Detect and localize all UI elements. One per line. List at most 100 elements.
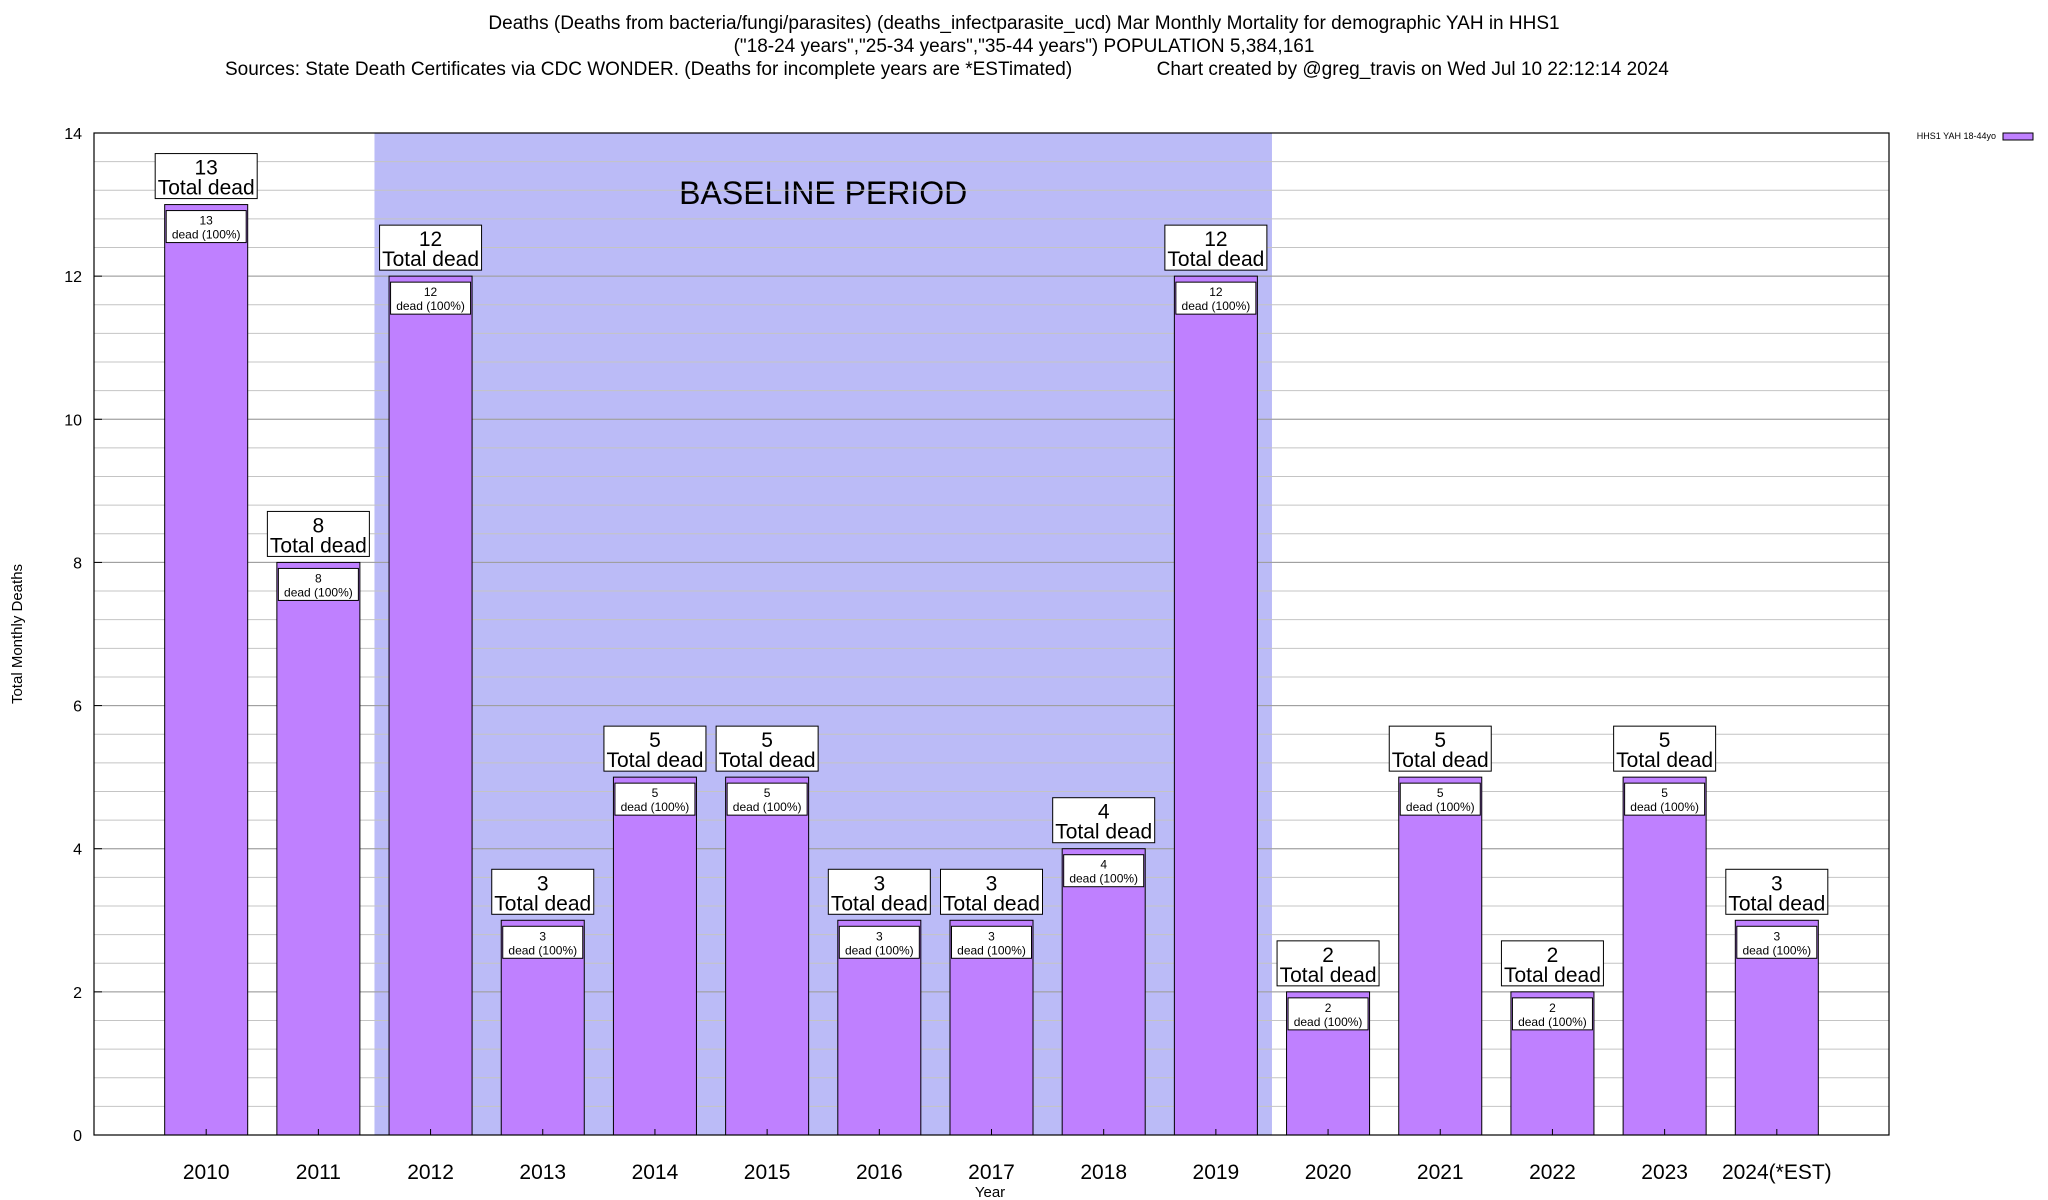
bar-total-label-box	[715, 725, 819, 772]
bar-inner-label-box	[951, 925, 1032, 959]
bar-inner-pct-label: dead (100%)	[957, 943, 1026, 957]
x-tick-label: 2014	[632, 1161, 679, 1184]
bar-total-text-label: Total dead	[382, 248, 479, 271]
bar-total-value-label: 5	[649, 729, 661, 752]
x-tick-label: 2018	[1080, 1161, 1127, 1184]
x-tick-label: 2017	[968, 1161, 1015, 1184]
bar-inner-pct-label: dead (100%)	[621, 800, 690, 814]
bar-total-label-box	[940, 868, 1043, 915]
bar-inner-value-label: 2	[1325, 1001, 1332, 1015]
bar-total-text-label: Total dead	[494, 892, 591, 915]
bar-inner-value-label: 12	[1209, 285, 1223, 299]
title-line-1: Deaths (Deaths from bacteria/fungi/paras…	[488, 13, 1560, 34]
legend-swatch	[2002, 132, 2034, 141]
x-tick-label: 2013	[519, 1161, 566, 1184]
bar	[1061, 848, 1146, 1136]
bar-inner-pct-label: dead (100%)	[1182, 299, 1251, 313]
bar-inner-pct-label: dead (100%)	[1630, 800, 1699, 814]
bar-total-value-label: 3	[873, 872, 885, 895]
bar-inner-pct-label: dead (100%)	[1742, 943, 1811, 957]
bar-inner-pct-label: dead (100%)	[1294, 1015, 1363, 1029]
bar-total-value-label: 3	[1771, 872, 1783, 895]
bar	[388, 275, 473, 1136]
bar-total-text-label: Total dead	[943, 892, 1040, 915]
bar-total-value-label: 5	[761, 729, 773, 752]
bar-inner-label-box	[502, 925, 584, 959]
bar-inner-label-box	[1287, 997, 1369, 1031]
y-tick-label: 4	[73, 842, 82, 859]
bar-inner-value-label: 13	[200, 214, 214, 228]
bar-total-value-label: 2	[1547, 944, 1559, 967]
bar-total-value-label: 13	[195, 157, 218, 180]
bar-inner-pct-label: dead (100%)	[508, 943, 577, 957]
bar-total-label-box	[1164, 224, 1268, 271]
bar-inner-value-label: 3	[1773, 929, 1780, 943]
bar-inner-pct-label: dead (100%)	[845, 943, 914, 957]
bar-total-value-label: 3	[986, 872, 998, 895]
legend-entry-label: HHS1 YAH 18-44yo	[1917, 131, 1996, 141]
bar-total-label-box	[154, 153, 258, 200]
bar-total-text-label: Total dead	[158, 177, 255, 200]
y-tick-label: 6	[73, 699, 82, 716]
x-tick-label: 2021	[1417, 1161, 1464, 1184]
y-tick-label: 8	[73, 555, 82, 572]
bar-total-label-box	[379, 224, 483, 271]
bar-total-text-label: Total dead	[1167, 248, 1264, 271]
bar-inner-label-box	[1063, 854, 1145, 888]
bar-inner-value-label: 5	[1661, 786, 1668, 800]
bar-inner-value-label: 12	[424, 285, 438, 299]
bar-total-text-label: Total dead	[606, 749, 703, 772]
bar-inner-label-box	[1511, 997, 1593, 1031]
title-line-2: ("18-24 years","25-34 years","35-44 year…	[733, 36, 1315, 57]
x-tick-label: 2024(*EST)	[1722, 1161, 1832, 1184]
bar-inner-label-box	[277, 567, 359, 601]
bar-total-value-label: 5	[1434, 729, 1446, 752]
x-tick-label: 2012	[407, 1161, 454, 1184]
bar-inner-value-label: 5	[1437, 786, 1444, 800]
bar	[1173, 275, 1258, 1136]
bar	[725, 776, 810, 1136]
bar-inner-value-label: 8	[315, 571, 322, 585]
bar-total-label-box	[1276, 940, 1380, 987]
bar-inner-label-box	[1175, 281, 1257, 315]
bar-inner-value-label: 2	[1549, 1001, 1556, 1015]
y-tick-label: 0	[73, 1128, 82, 1145]
y-tick-label: 10	[64, 412, 82, 429]
bar-total-value-label: 8	[313, 514, 325, 537]
bar-total-label-box	[1052, 797, 1156, 844]
bar-total-value-label: 12	[1204, 228, 1227, 251]
bar-inner-label-box	[1399, 782, 1481, 816]
bar-total-text-label: Total dead	[270, 534, 367, 557]
bar-total-text-label: Total dead	[719, 749, 816, 772]
bar-total-label-box	[1613, 725, 1717, 772]
baseline-period-label: BASELINE PERIOD	[679, 175, 967, 211]
bar-inner-pct-label: dead (100%)	[1069, 872, 1138, 886]
bar	[1622, 776, 1707, 1136]
bar-total-text-label: Total dead	[1616, 749, 1713, 772]
x-tick-label: 2015	[744, 1161, 791, 1184]
bar-total-text-label: Total dead	[1504, 964, 1601, 987]
bar-inner-pct-label: dead (100%)	[1406, 800, 1475, 814]
bar-inner-label-box	[838, 925, 920, 959]
bar	[276, 561, 361, 1136]
bar-total-value-label: 12	[419, 228, 442, 251]
bar-inner-value-label: 4	[1100, 858, 1107, 872]
bar-inner-pct-label: dead (100%)	[172, 228, 241, 242]
bar-inner-pct-label: dead (100%)	[733, 800, 802, 814]
chart-title: Deaths (Deaths from bacteria/fungi/paras…	[0, 12, 2048, 81]
x-tick-label: 2019	[1193, 1161, 1240, 1184]
bar-total-label-box	[603, 725, 707, 772]
bar-total-label-box	[827, 868, 931, 915]
bar-inner-label-box	[1736, 925, 1818, 959]
x-tick-label: 2010	[183, 1161, 230, 1184]
bar-total-label-box	[1725, 868, 1829, 915]
bar-total-label-box	[1388, 725, 1492, 772]
bar-inner-value-label: 5	[652, 786, 659, 800]
bar-inner-pct-label: dead (100%)	[396, 299, 465, 313]
x-tick-label: 2011	[296, 1161, 341, 1184]
bar-inner-label-box	[726, 782, 808, 816]
x-tick-label: 2022	[1529, 1161, 1576, 1184]
y-tick-label: 12	[64, 269, 82, 286]
bar-total-text-label: Total dead	[1392, 749, 1489, 772]
bar-inner-label-box	[165, 210, 247, 244]
